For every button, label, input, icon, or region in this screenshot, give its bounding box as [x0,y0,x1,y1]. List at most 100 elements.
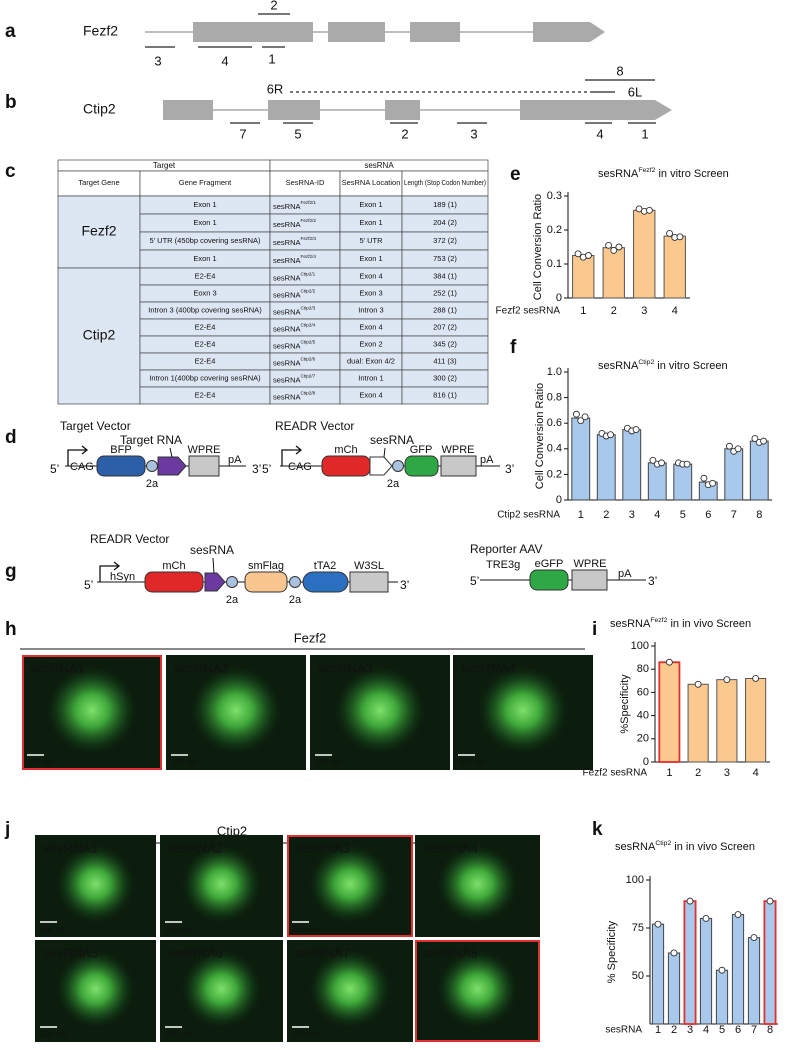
table-cell-text: 753 (2) [433,254,457,263]
x-tick-label: 8 [756,509,762,521]
text-part: Fezf2/1 [301,200,317,205]
table-cell-text: Intron 1(400bp covering sesRNA) [149,373,261,382]
table-header: Gene Fragment [179,178,232,187]
replicate-point [574,250,582,258]
y-tick-label: 100 [626,874,644,886]
exon [520,100,672,120]
bar [715,969,729,1025]
y-tick-label: 0.4 [547,443,562,455]
label: WPRE [188,444,221,456]
y-tick-label: 0.6 [547,417,562,429]
x-tick-label: 6 [705,509,711,521]
replicate-point [658,459,666,467]
vector-element [529,569,569,591]
replicate-point [666,229,674,237]
table-cell-text: E2-E4 [195,356,216,365]
image-label: sesRNA6 [168,945,223,960]
exon [385,100,420,120]
x-tick-label: 2 [695,767,701,779]
text-part: Ctip2/6 [301,357,316,362]
text-part: in vitro Screen [655,168,728,180]
label: tTA2 [314,560,336,572]
y-tick-label: 0 [643,756,649,768]
site-label: 3 [154,53,161,68]
vector-element [144,571,204,593]
scale-label: 200 um [171,758,198,767]
x-tick-label: 2 [611,305,617,317]
micrograph-signal [332,664,428,757]
bar [651,923,665,1025]
site-label: 1 [268,51,275,66]
site-label: 1 [641,126,648,141]
y-tick-label: 0.3 [547,190,562,202]
replicate-point [709,479,717,487]
table-cell-text: sesRNACtip2/5 [273,340,316,351]
x-tick-label: 5 [719,1024,725,1036]
table-cell-text: sesRNACtip2/7 [273,374,316,385]
replicate-point [683,460,691,468]
label: mCh [162,560,185,572]
bar [633,209,656,299]
bar [683,900,697,1025]
label: W3SL [354,560,384,572]
x-axis-label: sesRNA [605,1025,642,1036]
label: 3’ [400,578,409,592]
table-cell-text: 288 (1) [433,305,457,314]
site-label: 6L [628,84,642,99]
replicate-point [610,246,618,254]
table-cell [139,170,271,197]
highlight-frame [287,835,413,937]
gene-name: Ctip2 [83,101,116,117]
linker [146,460,158,472]
text-part: Fezf2/4 [301,254,317,259]
y-tick-label: 0 [556,494,562,506]
y-tick-label: 75 [632,922,644,934]
linker [392,460,404,472]
x-tick-label: 4 [672,305,678,317]
y-tick-label: 0.8 [547,392,562,404]
micrograph-signal [179,843,264,925]
micrograph-signal [188,664,284,757]
image-label: sesRNA1 [43,840,98,855]
scale-label: 300 um [40,925,67,934]
highlight-frame [415,940,540,1042]
y-tick-label: 40 [637,710,649,722]
x-tick-label: 5 [680,509,686,521]
label: 5’ [50,462,59,476]
text-part: sesRNA [610,618,651,630]
text-part: Ctip2/4 [301,323,316,328]
table-cell [401,170,489,197]
x-tick-label: 3 [641,305,647,317]
replicate-point [615,243,623,251]
image-label: sesRNA4 [423,840,478,855]
table-cell-text: Exon 3 [359,288,382,297]
table-cell-text: E2-E4 [195,271,216,280]
image-label: sesRNA2 [174,660,229,675]
table-cell-text: 189 (1) [433,200,457,209]
micrograph-signal [307,948,393,1030]
table-cell-text: sesRNAFezf2/2 [273,218,316,229]
table-cell-text: Exon 1 [193,218,216,227]
table-header: Target [153,161,176,170]
x-tick-label: 1 [578,509,584,521]
y-tick-label: 1.0 [547,366,562,378]
replicate-point [577,417,585,425]
table-cell-text: E2-E4 [195,322,216,331]
y-tick-label: 100 [631,640,649,652]
table-header: sesRNA [364,161,394,170]
table-cell-text: 411 (3) [433,356,457,365]
promoter-arrow [281,445,303,466]
image-label: sesRNA3 [295,840,350,855]
scale-label: 300 um [40,1030,67,1039]
y-axis-label: % Specificity [606,920,618,983]
x-tick-label: 4 [753,767,759,779]
replicate-point [605,241,613,249]
scale-label: 500 um [292,1030,319,1039]
label: 3’ [252,462,261,476]
value-point [670,949,678,957]
micrograph-signal [307,843,393,925]
bar [687,683,709,763]
image-label: sesRNA3 [318,660,373,675]
label: hSyn [110,571,135,583]
